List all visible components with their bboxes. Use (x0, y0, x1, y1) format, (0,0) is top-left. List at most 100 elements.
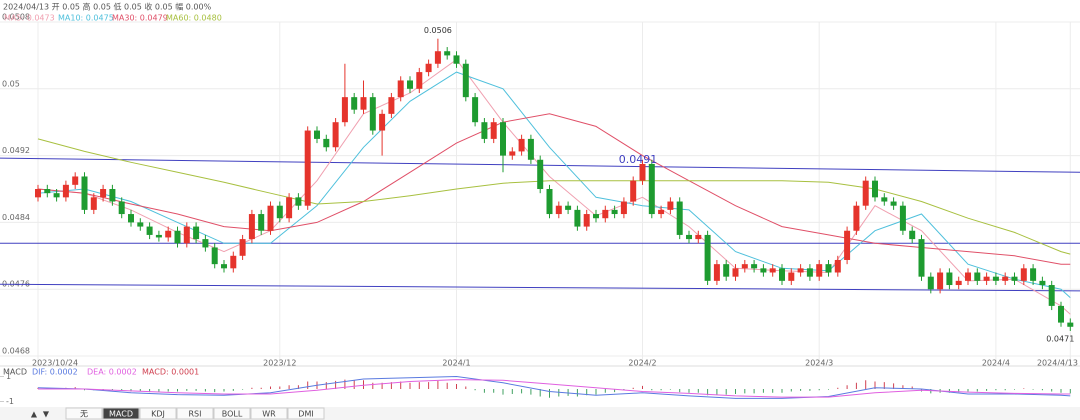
candle-body (723, 264, 730, 277)
candle-body (565, 205, 572, 210)
candle-body (1011, 276, 1018, 281)
nav-arrow[interactable]: ▲ (31, 410, 38, 419)
candle-body (769, 268, 776, 273)
ma-line (37, 71, 1071, 298)
candle-body (667, 201, 674, 210)
candle-body (407, 80, 413, 89)
tab-label[interactable]: WR (262, 410, 276, 419)
y-tick-label: 0.0484 (2, 213, 30, 222)
x-tick-label: 2024/3 (805, 359, 833, 368)
candle-body (992, 276, 999, 281)
candle-body (1030, 268, 1037, 281)
candle-body (109, 189, 116, 202)
candle-body (137, 222, 144, 227)
candle-body (779, 268, 785, 281)
candle-body (1067, 322, 1074, 327)
candle-body (500, 122, 506, 156)
y-tick-label: 0.0468 (2, 347, 30, 356)
candle-body (462, 63, 469, 98)
candle-body (983, 276, 990, 281)
candle-body (202, 239, 209, 248)
candle-body (369, 97, 376, 131)
candle-body (490, 122, 497, 139)
tab-label[interactable]: 无 (80, 410, 88, 419)
candle-body (453, 55, 460, 64)
candle-body (899, 205, 906, 231)
tab-button[interactable] (287, 407, 325, 420)
candle-body (611, 209, 618, 215)
candle-body (165, 230, 172, 238)
candle-body (676, 201, 683, 235)
candle-body (174, 230, 181, 244)
candle-body (909, 230, 916, 240)
candle-body (602, 209, 609, 219)
y-tick-label: 0.0508 (2, 13, 30, 22)
high-annotation: 0.0506 (424, 26, 452, 35)
candle-body (44, 189, 51, 194)
legend-label: MA30: 0.0479 (112, 14, 168, 23)
candle-body (351, 97, 358, 110)
x-tick-label: 2024/1 (442, 359, 470, 368)
candle-body (658, 209, 665, 215)
candle-body (639, 163, 646, 181)
tab-label[interactable]: DMI (298, 410, 313, 419)
tab-button[interactable] (176, 407, 214, 420)
y-tick-label: 0.0492 (2, 146, 30, 155)
tab-button[interactable] (250, 407, 288, 420)
candle-body (881, 197, 888, 202)
tab-button[interactable] (102, 407, 140, 420)
candle-body (527, 138, 534, 160)
y-tick-label: -1 (6, 397, 14, 406)
low-annotation: 0.0471 (1046, 334, 1074, 343)
candle-body (853, 205, 860, 231)
candle-body (118, 201, 125, 215)
candle-body (555, 205, 562, 215)
candle-body (425, 63, 432, 73)
tab-label[interactable]: MACD (109, 410, 133, 419)
candle-body (927, 276, 934, 290)
tab-button[interactable] (139, 407, 177, 420)
candle-body (146, 226, 153, 235)
candle-body (741, 264, 748, 269)
legend-label: MA60: 0.0480 (166, 14, 222, 23)
candle-body (872, 180, 878, 198)
candle-body (72, 176, 79, 185)
candle-body (648, 163, 655, 215)
candle-body (128, 214, 134, 223)
candle-body (81, 176, 88, 210)
candle-body (1058, 305, 1064, 323)
candle-body (286, 197, 293, 219)
candle-body (304, 130, 311, 206)
candle-body (379, 113, 386, 131)
candle-body (1020, 268, 1027, 281)
header: 2024/04/13 开 0.05 高 0.05 低 0.05 收 0.05 幅… (3, 2, 212, 12)
candle-body (834, 259, 841, 273)
candle-body (518, 138, 525, 152)
ma-line (37, 113, 1071, 265)
candle-body (946, 272, 953, 286)
candle-body (276, 205, 283, 219)
tab-button[interactable] (65, 407, 103, 420)
candle-body (704, 234, 711, 281)
x-tick-label: 2023/10/24 (32, 359, 78, 368)
candle-body (239, 239, 246, 256)
tab-label[interactable]: RSI (189, 410, 202, 419)
candle-body (816, 264, 823, 277)
candle-body (583, 214, 590, 227)
candle-body (481, 122, 488, 139)
legend-label: DIF: 0.0002 (32, 368, 78, 377)
tab-label[interactable]: BOLL (222, 410, 243, 419)
marker-annotation: 0.0491 (619, 153, 658, 166)
nav-arrow[interactable]: ▼ (43, 410, 50, 419)
candle-body (258, 214, 265, 231)
candle-body (1039, 280, 1046, 286)
candle-body (295, 197, 302, 206)
candle-body (509, 151, 516, 156)
candle-body (937, 272, 944, 290)
tab-label[interactable]: KDJ (151, 410, 165, 419)
tab-button[interactable] (213, 407, 251, 420)
candle-body (323, 138, 330, 148)
candle-body (267, 205, 274, 231)
candle-body (1048, 285, 1055, 306)
